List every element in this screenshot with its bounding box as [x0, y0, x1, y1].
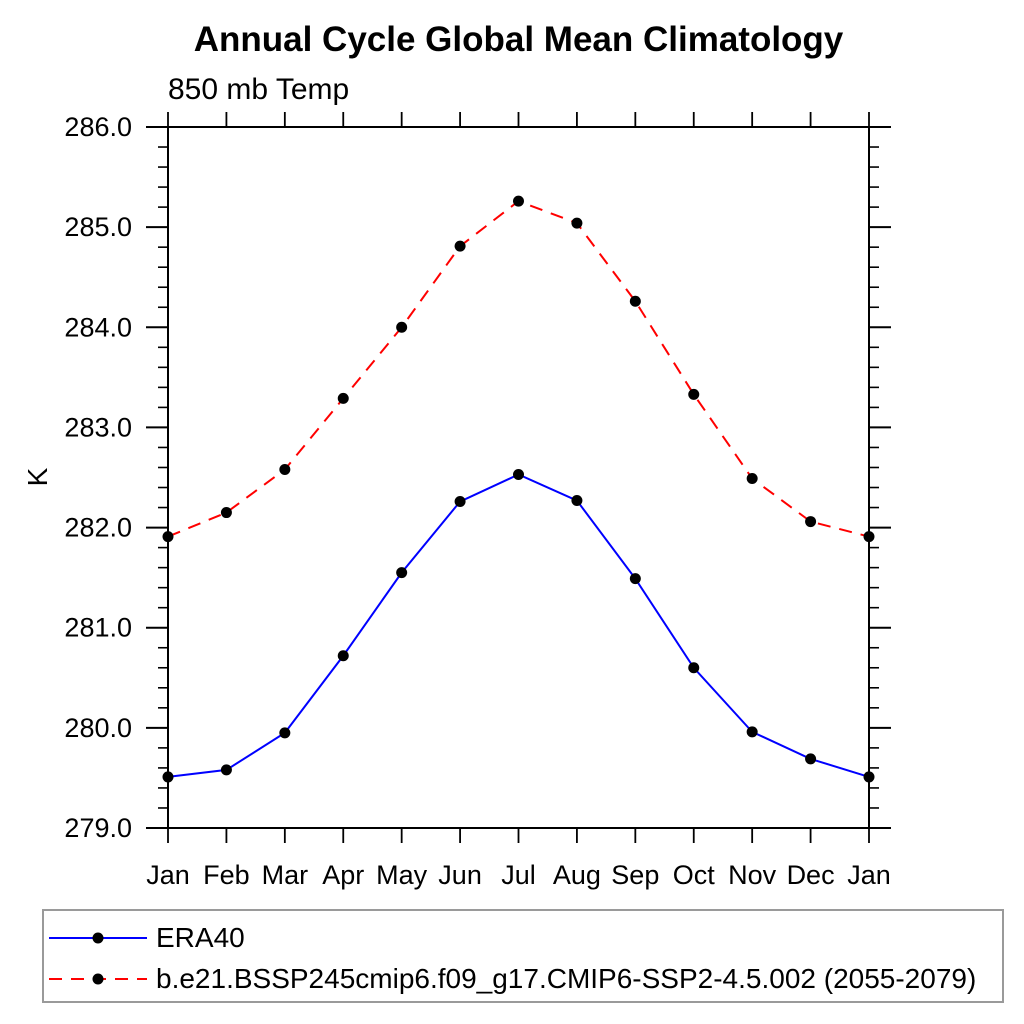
data-point-marker: [746, 726, 758, 738]
x-tick-label: Aug: [553, 860, 601, 890]
series-line-solid: [167, 473, 870, 778]
data-point-marker: [220, 507, 232, 519]
series-line-dashed: [167, 199, 870, 538]
legend-sample-marker: [92, 973, 104, 985]
data-point-marker: [571, 217, 583, 229]
y-tick-label: 279.0: [64, 813, 132, 843]
y-tick-label: 284.0: [64, 312, 132, 342]
data-point-marker: [162, 771, 174, 783]
data-point-marker: [863, 771, 875, 783]
x-tick-label: Apr: [322, 860, 364, 890]
data-point-marker: [629, 295, 641, 307]
x-tick-label: Jan: [847, 860, 891, 890]
y-tick-label: 282.0: [64, 513, 132, 543]
data-point-marker: [746, 473, 758, 485]
legend: ERA40 b.e21.BSSP245cmip6.f09_g17.CMIP6-S…: [42, 909, 1004, 1003]
y-tick-label: 286.0: [64, 112, 132, 142]
data-point-marker: [396, 567, 408, 579]
data-point-marker: [513, 195, 524, 207]
data-point-marker: [863, 531, 875, 543]
legend-label: b.e21.BSSP245cmip6.f09_g17.CMIP6-SSP2-4.…: [156, 963, 977, 994]
data-point-marker: [337, 392, 349, 404]
data-point-marker: [629, 573, 641, 585]
legend-label: ERA40: [156, 922, 245, 953]
data-point-marker: [337, 650, 349, 662]
x-tick-label: Jul: [501, 860, 536, 890]
data-point-marker: [513, 468, 524, 480]
data-point-marker: [454, 496, 466, 508]
data-point-marker: [805, 516, 817, 528]
x-tick-label: Oct: [673, 860, 716, 890]
legend-sample-marker: [92, 932, 104, 944]
chart-title: Annual Cycle Global Mean Climatology: [193, 20, 844, 59]
x-tick-label: Feb: [203, 860, 250, 890]
y-tick-label: 281.0: [64, 613, 132, 643]
data-point-marker: [279, 463, 291, 475]
x-tick-label: Jan: [146, 860, 190, 890]
data-point-marker: [279, 727, 291, 739]
data-point-marker: [805, 753, 817, 765]
x-tick-label: May: [376, 860, 428, 890]
data-point-marker: [688, 662, 700, 674]
data-point-marker: [454, 240, 466, 252]
y-tick-label: 280.0: [64, 713, 132, 743]
data-point-marker: [688, 388, 700, 400]
x-tick-label: Nov: [728, 860, 777, 890]
data-point-marker: [571, 495, 583, 507]
data-point-marker: [220, 764, 232, 776]
legend-item-era40: ERA40: [49, 923, 245, 953]
y-tick-label: 283.0: [64, 412, 132, 442]
data-point-marker: [162, 531, 174, 543]
x-tick-label: Jun: [438, 860, 482, 890]
x-tick-label: Sep: [611, 860, 659, 890]
y-tick-label: 285.0: [64, 212, 132, 242]
legend-line-sample-solid: [49, 932, 147, 944]
legend-line-sample-dashed: [49, 973, 147, 985]
x-tick-label: Mar: [262, 860, 309, 890]
chart-subtitle: 850 mb Temp: [168, 73, 350, 106]
legend-item-model: b.e21.BSSP245cmip6.f09_g17.CMIP6-SSP2-4.…: [49, 964, 976, 994]
data-point-marker: [396, 321, 408, 333]
x-tick-label: Dec: [787, 860, 835, 890]
